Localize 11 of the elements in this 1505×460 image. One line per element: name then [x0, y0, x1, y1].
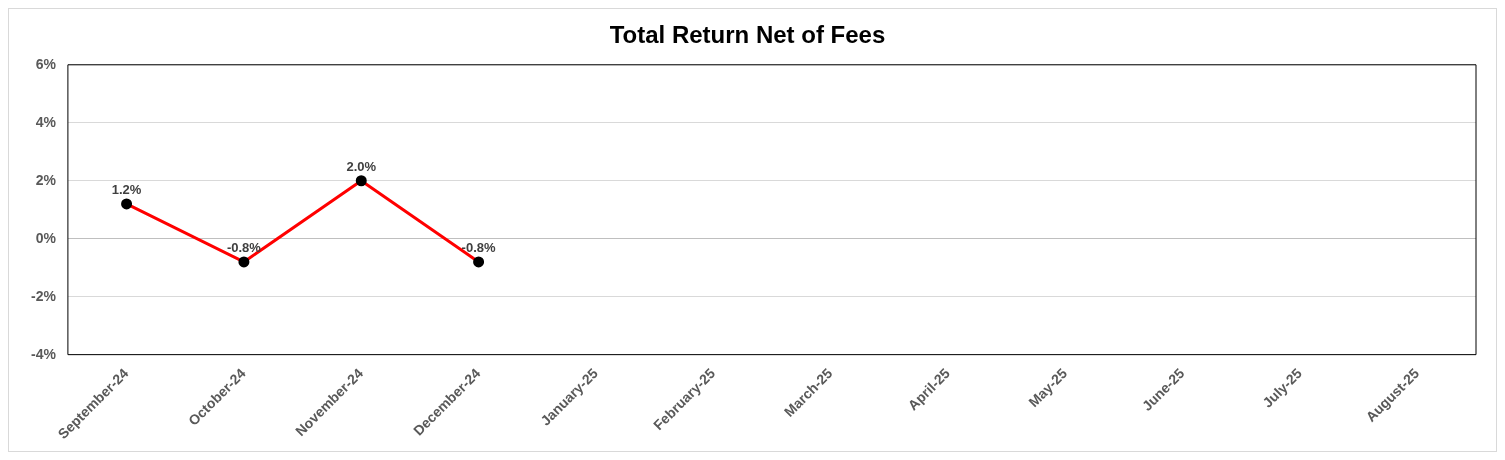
- data-label: 2.0%: [346, 158, 377, 174]
- chart-title: Total Return Net of Fees: [609, 21, 886, 49]
- y-tick-label: -4%: [30, 345, 57, 362]
- y-tick-label: 2%: [35, 171, 57, 188]
- y-tick-label: 6%: [35, 55, 57, 72]
- y-tick-label: 0%: [35, 229, 57, 246]
- data-label: -0.8%: [226, 239, 262, 255]
- data-label: -0.8%: [461, 239, 497, 255]
- y-tick-label: -2%: [30, 287, 57, 304]
- y-tick-label: 4%: [35, 113, 57, 130]
- data-label: 1.2%: [111, 182, 142, 197]
